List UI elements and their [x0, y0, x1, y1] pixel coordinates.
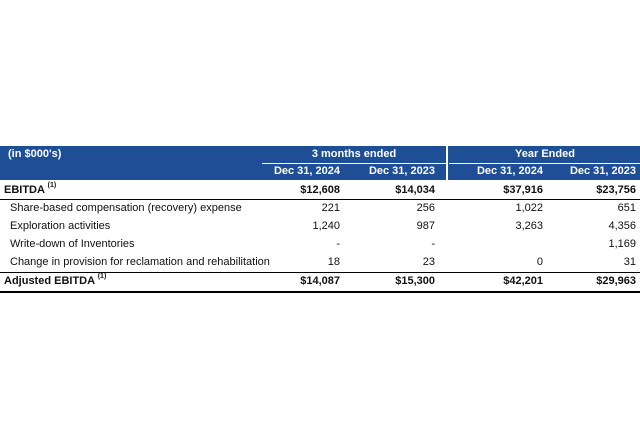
cell-value: 1,240	[312, 220, 340, 232]
table-header-row-2: Dec 31, 2024 Dec 31, 2023 Dec 31, 2024 D…	[0, 163, 640, 180]
year-ended-group-header: Year Ended	[515, 148, 575, 160]
cell-value: 221	[321, 202, 340, 214]
cell-value: 1,169	[608, 238, 636, 250]
cell-value: 651	[617, 202, 636, 214]
cell-value	[450, 236, 543, 253]
table-header-row-1: (in $000's) 3 months ended Year Ended	[0, 146, 640, 163]
header-group-divider	[446, 146, 448, 180]
col-header: Dec 31, 2023	[569, 165, 636, 177]
cell-value: 4,356	[608, 220, 636, 232]
cell-value: $14,087	[300, 275, 340, 287]
row-label: Change in provision for reclamation and …	[10, 256, 270, 268]
cell-value: $15,300	[395, 275, 435, 287]
three-months-group-header: 3 months ended	[311, 148, 397, 160]
cell-value: $14,034	[395, 184, 435, 196]
row-label: Write-down of Inventories	[10, 238, 135, 250]
cell-value: $42,201	[503, 275, 543, 287]
cell-value: -	[336, 238, 340, 250]
col-header: Dec 31, 2024	[273, 165, 340, 177]
cell-value: 0	[536, 256, 543, 268]
col-header: Dec 31, 2023	[368, 165, 435, 177]
group-underline	[449, 163, 640, 164]
table-row: Share-based compensation (recovery) expe…	[0, 200, 640, 217]
cell-value: $29,963	[596, 275, 636, 287]
cell-value: 256	[416, 202, 435, 214]
row-label: Share-based compensation (recovery) expe…	[10, 202, 242, 214]
table-row: Exploration activities 1,240 987 3,263 4…	[0, 218, 640, 235]
table-row-adjusted-ebitda: Adjusted EBITDA (1) $14,087 $15,300 $42,…	[0, 273, 640, 290]
cell-value: 987	[416, 220, 435, 232]
cell-value: 3,263	[515, 220, 543, 232]
table-row: Write-down of Inventories - - 1,169	[0, 236, 640, 253]
col-header: Dec 31, 2024	[476, 165, 543, 177]
cell-value: $12,608	[300, 184, 340, 196]
cell-value: $23,756	[596, 184, 636, 196]
table-row: Change in provision for reclamation and …	[0, 254, 640, 271]
row-label: Exploration activities	[10, 220, 111, 232]
table-row-ebitda: EBITDA (1) $12,608 $14,034 $37,916 $23,7…	[0, 182, 640, 199]
cell-value: 1,022	[515, 202, 543, 214]
group-underline	[262, 163, 446, 164]
cell-value: -	[431, 238, 435, 250]
cell-value: 31	[623, 256, 636, 268]
row-label: EBITDA (1)	[4, 182, 57, 196]
units-label: (in $000's)	[8, 148, 62, 160]
cell-value: $37,916	[503, 184, 543, 196]
row-divider	[0, 272, 640, 273]
table-bottom-border	[0, 291, 640, 293]
cell-value: 18	[327, 256, 340, 268]
row-label: Adjusted EBITDA (1)	[4, 273, 107, 287]
row-divider	[0, 199, 640, 200]
cell-value: 23	[422, 256, 435, 268]
